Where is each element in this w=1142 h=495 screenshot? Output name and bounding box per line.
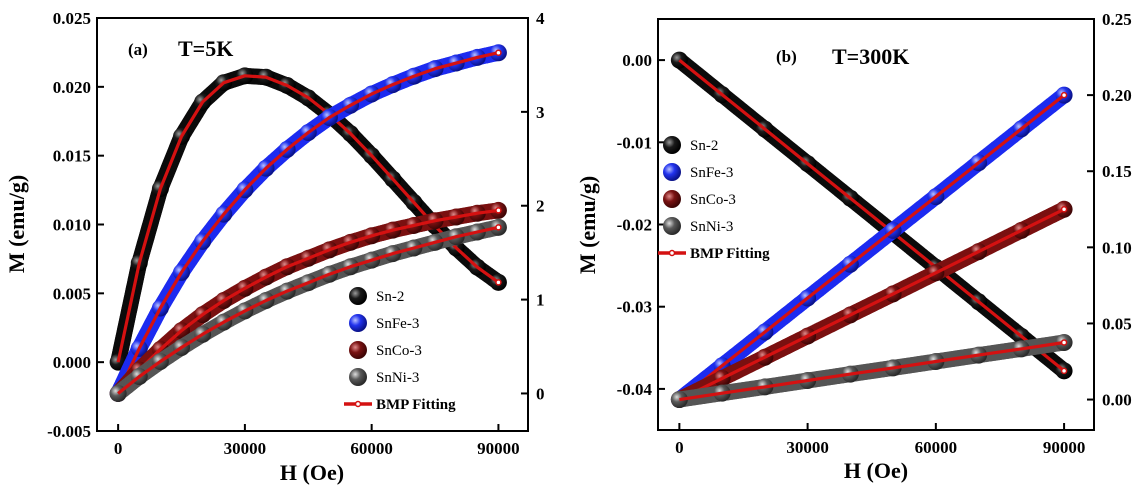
legend-marker-sn-2 [663,136,681,154]
legend-label-bmp-fitting: BMP Fitting [690,246,770,262]
y2-tick-label: 3 [536,103,545,122]
panel-b-axes: 0 30000 60000 90000 -0.04 -0.03 -0.02 -0.01 0.00… [617,10,1132,457]
fit-line [116,51,499,395]
panel-a-series [109,44,507,402]
legend-label-snco-3: SnCo-3 [376,343,422,359]
y2-tick-label: 0.10 [1102,238,1132,257]
panel-b-series [670,51,1073,409]
legend-label-snco-3: SnCo-3 [690,192,736,208]
y-tick-label: -0.02 [617,216,652,235]
fit-end-marker [495,279,502,286]
panel-b-label: (b) [776,47,797,66]
fit-end-marker [495,49,502,56]
legend-label-sn-2: Sn-2 [690,138,718,154]
y2-tick-label: 0.25 [1102,10,1132,29]
y-tick-label: -0.01 [617,133,652,152]
panel-a-legend: Sn-2 SnFe-3 SnCo-3 SnNi-3 BMP Fitting [344,287,456,413]
y2-tick-label: 0.05 [1102,314,1132,333]
panel-a-axes: 0 30000 60000 90000 -0.005 0.000 0.005 0.010 0.0… [47,9,545,458]
x-tick-label: 90000 [477,439,520,458]
series-sn-2 [109,67,507,371]
fit-line [117,225,499,395]
y-tick-label: 0.015 [53,147,91,166]
fit-end-marker [1060,367,1068,375]
x-tick-label: 60000 [350,439,393,458]
panel-b-title: T=300K [832,44,909,69]
x-tick-label: 0 [114,439,123,458]
legend-label-snfe-3: SnFe-3 [376,316,419,332]
y-tick-label: 0.010 [53,216,91,235]
legend-marker-sn-2 [349,287,367,305]
panel-b-legend: Sn-2 SnFe-3 SnCo-3 SnNi-3 BMP Fitting [658,136,770,262]
legend-marker-snco-3 [349,341,367,359]
fit-end-marker [495,224,502,231]
legend-label-snni-3: SnNi-3 [376,370,419,386]
fit-line [116,208,499,395]
series-snni-3 [109,218,507,402]
y2-tick-label: 1 [536,291,545,310]
legend-marker-snco-3 [663,190,681,208]
y-tick-label: 0.025 [53,9,91,28]
legend-marker-snni-3 [349,368,367,386]
panel-a-title: T=5K [178,36,233,61]
data-point [670,391,688,409]
legend-marker-snfe-3 [349,314,367,332]
fit-end-marker [495,207,502,214]
y2-tick-label: 0.15 [1102,162,1132,181]
y-tick-label: -0.005 [47,422,91,441]
series-snfe-3 [109,44,507,402]
y2-tick-label: 2 [536,197,545,216]
x-tick-label: 60000 [915,438,958,457]
y-tick-label: 0.005 [53,284,91,303]
x-tick-label: 0 [675,438,684,457]
panel-b: (b) T=300K H (Oe) M (emu/g) 0 30000 60000 9… [575,10,1132,483]
fit-end-marker [1060,339,1068,346]
legend-fit-marker [354,400,362,408]
panel-a-label: (a) [128,40,148,59]
legend-label-bmp-fitting: BMP Fitting [376,397,456,413]
x-tick-label: 30000 [786,438,829,457]
y2-tick-label: 4 [536,9,545,28]
fit-end-marker [1060,206,1068,213]
y-tick-label: -0.03 [617,298,652,317]
legend-marker-snfe-3 [663,163,681,181]
fit-line [678,207,1065,402]
legend-fit-marker [668,249,676,257]
legend-marker-snni-3 [663,217,681,235]
panel-a-ylabel: M (emu/g) [4,175,29,273]
panel-b-ylabel: M (emu/g) [575,176,600,274]
y-tick-label: 0.020 [53,78,91,97]
fit-end-marker [1060,91,1068,99]
fit-line [678,58,1066,373]
y-tick-label: 0.00 [622,51,652,70]
legend-label-sn-2: Sn-2 [376,289,404,305]
legend-label-snni-3: SnNi-3 [690,219,733,235]
series-sn-2 [670,51,1073,380]
panel-a: (a) T=5K H (Oe) M (emu/g) 0 30000 60000 900… [4,9,545,485]
y2-tick-label: 0.20 [1102,86,1132,105]
panel-b-xlabel: H (Oe) [844,458,908,483]
series-snni-3 [670,333,1073,409]
legend-label-snfe-3: SnFe-3 [690,165,733,181]
x-tick-label: 90000 [1043,438,1086,457]
y-tick-label: 0.000 [53,353,91,372]
y2-tick-label: 0.00 [1102,391,1132,410]
y-tick-label: -0.04 [617,380,653,399]
fit-line [679,340,1065,402]
panel-a-xlabel: H (Oe) [280,460,344,485]
series-snco-3 [670,200,1073,409]
x-tick-label: 30000 [224,439,267,458]
fit-line [678,93,1066,401]
y2-tick-label: 0 [536,384,545,403]
